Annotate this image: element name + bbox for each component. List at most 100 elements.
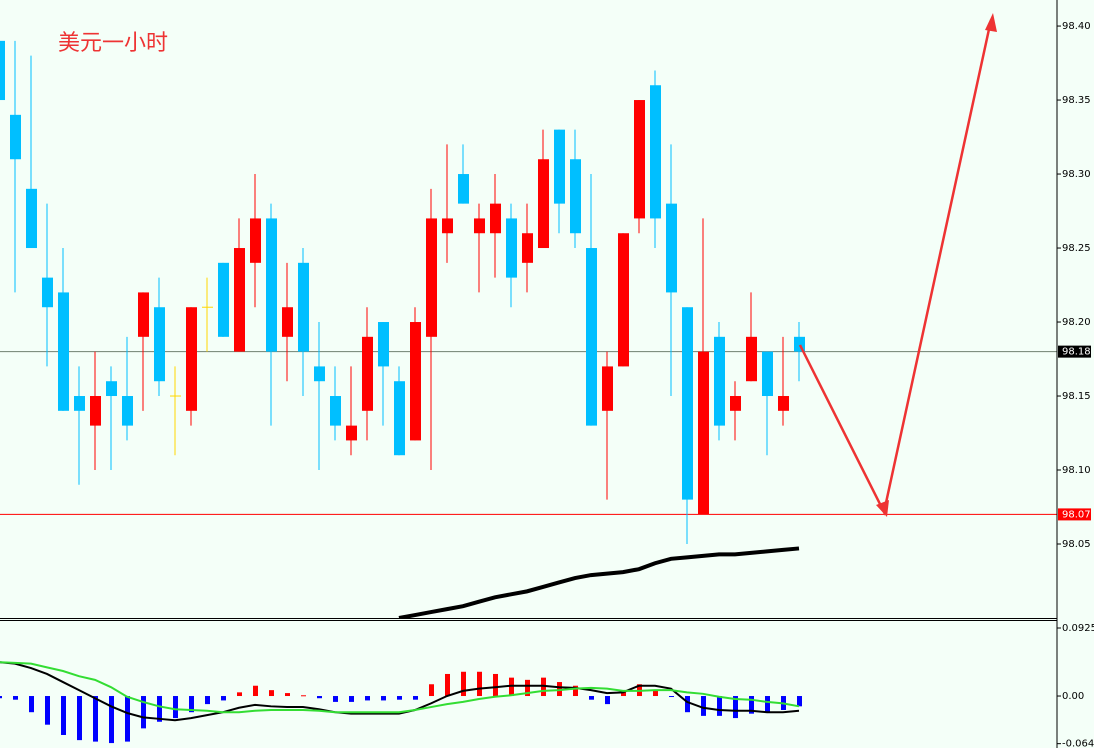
histogram-bar xyxy=(749,696,754,714)
candle-body xyxy=(298,262,309,352)
histogram-bar xyxy=(589,696,594,700)
histogram-bar xyxy=(109,696,114,744)
price-label: 98.07 xyxy=(1062,509,1091,520)
forecast-arrow xyxy=(798,13,997,517)
candle-body xyxy=(330,396,341,426)
candle-body xyxy=(538,159,549,249)
candle-body xyxy=(490,203,501,234)
histogram-bar xyxy=(525,679,530,697)
candle-body xyxy=(474,218,485,234)
candle-body xyxy=(426,218,437,337)
histogram-bar xyxy=(13,696,18,700)
candle-body xyxy=(746,336,757,382)
histogram-bar xyxy=(77,696,82,741)
candle-body xyxy=(778,396,789,411)
histogram-bar xyxy=(413,696,418,700)
histogram-bar xyxy=(285,693,290,697)
candle-body xyxy=(634,100,645,219)
candle-body xyxy=(666,203,677,293)
candle-body xyxy=(682,307,693,500)
candle-body xyxy=(186,307,197,411)
price-label: 98.18 xyxy=(1062,347,1091,358)
histogram-bar xyxy=(365,696,370,701)
histogram-bar xyxy=(605,696,610,705)
histogram-bar xyxy=(733,696,738,719)
histogram-bar xyxy=(477,671,482,697)
histogram-bar xyxy=(685,696,690,713)
histogram-bar xyxy=(797,696,802,707)
y-tick-label: 98.10 xyxy=(1062,465,1091,476)
candle-body xyxy=(346,425,357,441)
candle-body xyxy=(42,277,53,308)
candle-body xyxy=(570,159,581,234)
histogram-bar xyxy=(189,696,194,713)
y-tick-label: 0.0925 xyxy=(1062,623,1094,634)
histogram-bar xyxy=(509,677,514,697)
candle-body xyxy=(602,366,613,411)
candle-body xyxy=(314,366,325,382)
candle-body xyxy=(410,322,421,441)
candle-body xyxy=(586,248,597,426)
candle-body xyxy=(58,292,69,411)
candle-body xyxy=(714,336,725,426)
histogram-bar xyxy=(141,696,146,729)
histogram-bar xyxy=(333,696,338,702)
candle-body xyxy=(26,188,37,249)
candle-body xyxy=(90,396,101,426)
candle-body xyxy=(762,351,773,397)
histogram-bar xyxy=(0,696,2,699)
candle-body xyxy=(106,381,117,397)
histogram-bar xyxy=(317,696,322,699)
candle-body xyxy=(10,114,21,160)
histogram-bar xyxy=(461,671,466,697)
histogram-bar xyxy=(381,696,386,701)
histogram-bar xyxy=(349,696,354,702)
candle-body xyxy=(650,85,661,219)
candle-body xyxy=(394,381,405,456)
candle-body xyxy=(554,129,565,204)
candle-body xyxy=(122,396,133,426)
y-tick-label: 98.15 xyxy=(1062,391,1091,402)
histogram-bar xyxy=(717,696,722,716)
histogram-bar xyxy=(173,696,178,719)
histogram-bar xyxy=(93,696,98,742)
chart-title: 美元一小时 xyxy=(58,31,168,56)
y-tick-label: 98.05 xyxy=(1062,539,1091,550)
candle-body xyxy=(0,40,5,101)
candle-body xyxy=(154,307,165,382)
indicator-line xyxy=(0,661,800,714)
candle-body xyxy=(362,336,373,411)
histogram-bar xyxy=(269,690,274,697)
y-tick-label: 98.30 xyxy=(1062,169,1091,180)
histogram-bar xyxy=(397,696,402,700)
candle-body xyxy=(266,218,277,352)
candle-body xyxy=(698,351,709,515)
histogram-bar xyxy=(573,685,578,697)
histogram-bar xyxy=(653,690,658,697)
histogram-bar xyxy=(125,696,130,742)
price-label-box xyxy=(1058,508,1091,521)
histogram-bar xyxy=(205,696,210,705)
histogram-bar xyxy=(45,696,50,725)
y-tick-label: -0.0648 xyxy=(1062,739,1094,748)
histogram-bar xyxy=(557,682,562,697)
moving-average xyxy=(398,546,800,618)
y-tick-label: 98.40 xyxy=(1062,21,1091,32)
candle-body xyxy=(234,248,245,352)
candle-body xyxy=(458,174,469,204)
histogram-bar xyxy=(253,685,258,697)
candle-body xyxy=(794,336,805,352)
price-pane xyxy=(0,40,1057,618)
histogram-bar xyxy=(61,696,66,735)
candle-body xyxy=(378,322,389,367)
histogram-bar xyxy=(301,695,306,697)
candle-body xyxy=(442,218,453,234)
candle-body xyxy=(282,307,293,337)
histogram-bar xyxy=(765,696,770,713)
candle-body xyxy=(74,396,85,411)
histogram-bar xyxy=(157,696,162,722)
price-label-box xyxy=(1058,345,1091,358)
histogram-bar xyxy=(445,673,450,697)
candle-body xyxy=(506,218,517,278)
